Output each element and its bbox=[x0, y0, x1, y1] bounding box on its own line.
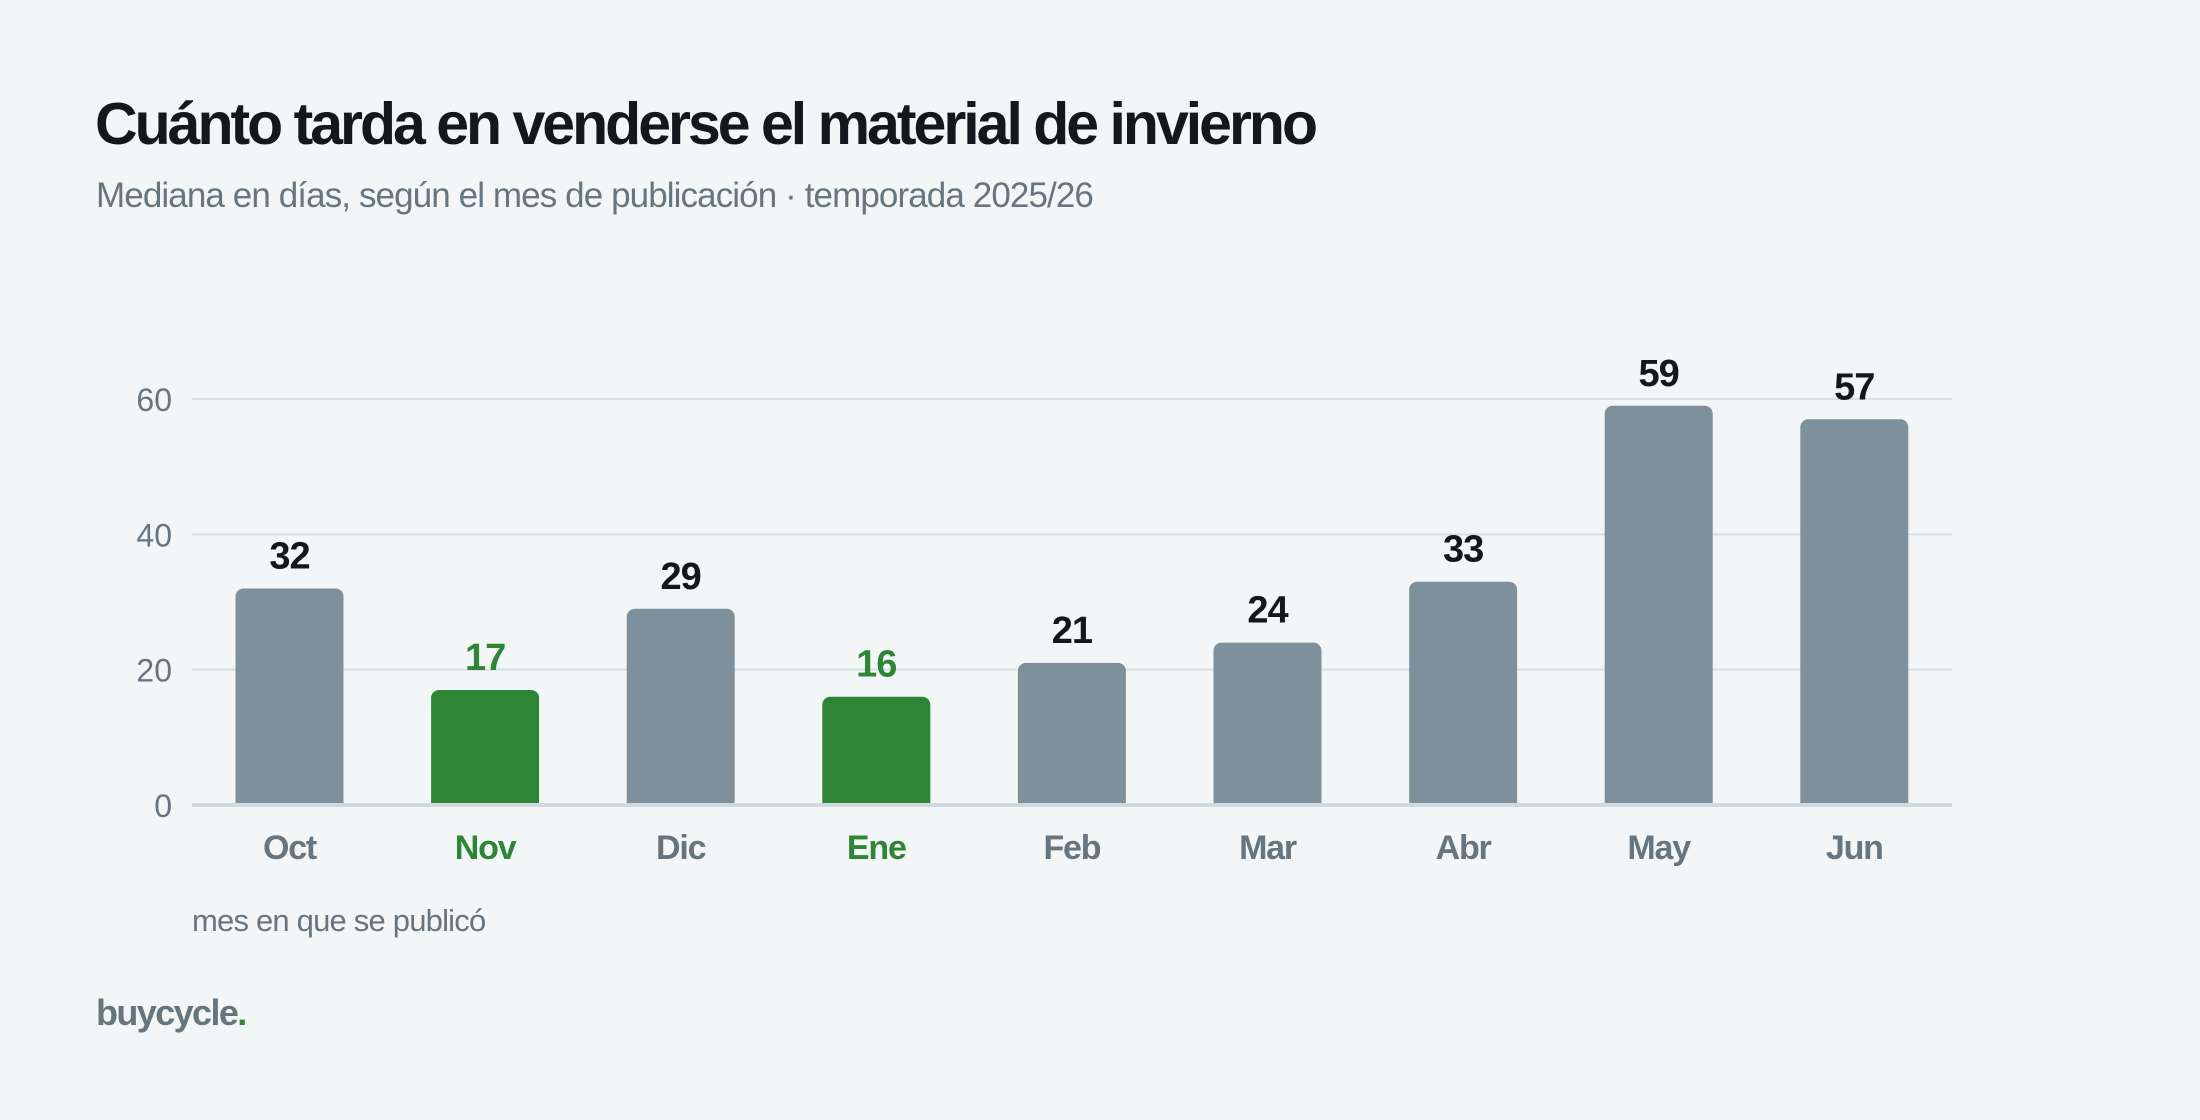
data-label: 32 bbox=[269, 535, 309, 577]
bar bbox=[1604, 405, 1713, 813]
data-label: 57 bbox=[1834, 366, 1874, 408]
bar bbox=[1800, 419, 1909, 813]
x-tick-label: May bbox=[1627, 829, 1691, 867]
y-tick-label: 60 bbox=[136, 382, 172, 418]
y-tick-label: 20 bbox=[136, 653, 172, 689]
bar bbox=[1213, 642, 1322, 813]
data-label: 16 bbox=[856, 644, 896, 686]
bar bbox=[235, 588, 344, 813]
brand-logo-dot: . bbox=[237, 992, 247, 1033]
bar bbox=[431, 689, 540, 813]
bar bbox=[822, 696, 931, 813]
x-tick-label: Ene bbox=[847, 829, 906, 867]
x-tick-label: Feb bbox=[1043, 829, 1100, 867]
x-axis-label: mes en que se publicó bbox=[192, 903, 486, 938]
y-tick-label: 40 bbox=[136, 517, 172, 553]
bar bbox=[1017, 662, 1126, 813]
bar bbox=[626, 608, 735, 813]
x-tick-label: Nov bbox=[455, 829, 517, 867]
data-label: 59 bbox=[1639, 353, 1679, 395]
data-label: 33 bbox=[1443, 529, 1483, 571]
data-label: 21 bbox=[1052, 610, 1093, 652]
brand-logo-text: buycycle bbox=[96, 992, 239, 1033]
brand-logo: buycycle. bbox=[96, 992, 247, 1034]
baseline-mask bbox=[192, 805, 1952, 815]
data-label: 17 bbox=[465, 637, 505, 679]
data-label: 29 bbox=[661, 556, 701, 598]
bar bbox=[1409, 581, 1518, 813]
x-tick-label: Jun bbox=[1826, 829, 1883, 867]
data-label: 24 bbox=[1247, 590, 1288, 632]
chart-title: Cuánto tarda en venderse el material de … bbox=[95, 91, 1318, 157]
x-tick-label: Dic bbox=[656, 829, 706, 867]
chart-subtitle: Mediana en días, según el mes de publica… bbox=[96, 176, 1094, 215]
y-tick-label: 0 bbox=[154, 788, 172, 824]
x-tick-label: Oct bbox=[263, 829, 317, 867]
x-tick-label: Mar bbox=[1239, 829, 1297, 867]
x-tick-label: Abr bbox=[1436, 829, 1492, 867]
